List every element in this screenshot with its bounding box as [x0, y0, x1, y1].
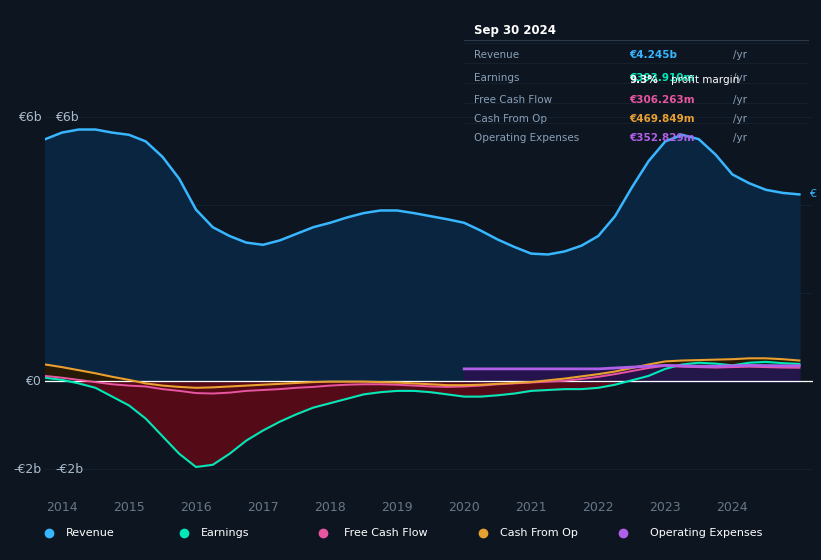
Text: Earnings: Earnings	[475, 73, 520, 82]
Text: Cash From Op: Cash From Op	[475, 114, 548, 124]
Text: €393.910m: €393.910m	[630, 73, 695, 82]
Text: Free Cash Flow: Free Cash Flow	[344, 529, 428, 538]
Text: Earnings: Earnings	[201, 529, 250, 538]
Text: -€2b: -€2b	[55, 463, 84, 475]
Text: Operating Expenses: Operating Expenses	[475, 133, 580, 143]
Text: Cash From Op: Cash From Op	[500, 529, 578, 538]
Text: €6b: €6b	[18, 111, 41, 124]
Text: €4.245b: €4.245b	[630, 50, 677, 60]
Text: €469.849m: €469.849m	[630, 114, 695, 124]
Text: profit margin: profit margin	[671, 74, 739, 85]
Text: Revenue: Revenue	[66, 529, 114, 538]
Text: €: €	[810, 189, 816, 199]
Text: €0: €0	[25, 375, 41, 388]
Text: Free Cash Flow: Free Cash Flow	[475, 95, 553, 105]
Text: /yr: /yr	[733, 95, 747, 105]
Text: /yr: /yr	[733, 114, 747, 124]
Text: /yr: /yr	[733, 50, 747, 60]
Text: €352.829m: €352.829m	[630, 133, 695, 143]
Text: €6b: €6b	[55, 111, 79, 124]
Text: Sep 30 2024: Sep 30 2024	[475, 24, 556, 37]
Text: €306.263m: €306.263m	[630, 95, 695, 105]
Text: Revenue: Revenue	[475, 50, 520, 60]
Text: /yr: /yr	[733, 73, 747, 82]
Text: -€2b: -€2b	[13, 463, 41, 475]
Text: Operating Expenses: Operating Expenses	[649, 529, 762, 538]
Text: /yr: /yr	[733, 133, 747, 143]
Text: 9.3%: 9.3%	[630, 74, 658, 85]
